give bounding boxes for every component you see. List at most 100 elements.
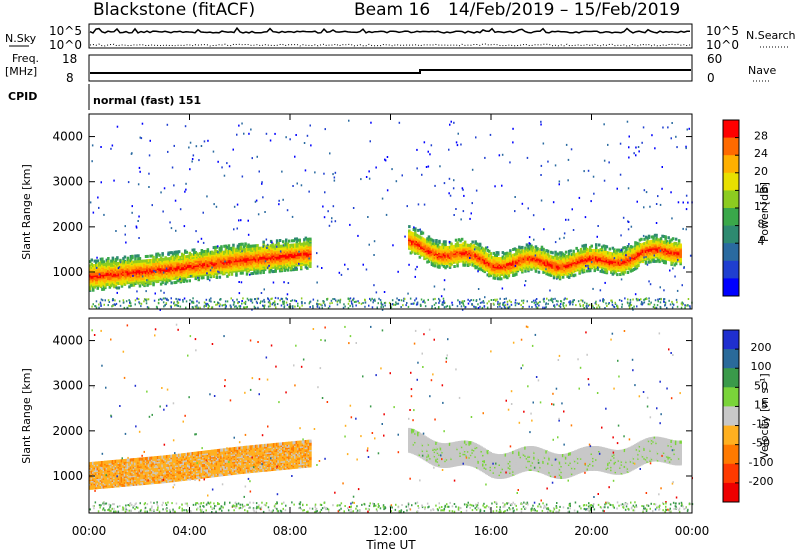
power-cell	[170, 282, 173, 285]
power-cell	[186, 280, 189, 283]
power-cell	[585, 244, 588, 247]
power-cell	[453, 265, 456, 268]
nave-tick-bottom: 0	[707, 71, 715, 85]
power-cell	[591, 245, 594, 248]
power-cell	[524, 270, 527, 273]
station-title: Blackstone (fitACF)	[93, 0, 255, 20]
power-cell	[240, 246, 243, 249]
power-cell	[637, 264, 640, 267]
power-cell	[627, 271, 630, 274]
power-cell	[583, 269, 586, 272]
power-cell	[152, 256, 155, 259]
power-cell	[139, 285, 142, 288]
freq-tick-bottom: 8	[66, 71, 74, 85]
power-cell	[161, 281, 164, 284]
power-cell	[107, 257, 110, 260]
power-cell	[536, 247, 539, 250]
cpid-label: CPID	[8, 90, 37, 103]
power-cell	[655, 234, 658, 237]
nave-label: Nave	[748, 64, 776, 77]
power-cell	[444, 240, 447, 243]
power-cell	[131, 255, 134, 258]
power-cell	[408, 225, 411, 228]
power-cell	[624, 271, 627, 274]
power-cell	[216, 276, 219, 279]
power-cell	[547, 250, 550, 253]
power-cell	[279, 239, 282, 242]
power-cell	[542, 248, 545, 251]
power-cell	[241, 243, 244, 246]
power-cell	[262, 241, 265, 244]
freq-panel	[89, 55, 692, 81]
power-cell	[287, 269, 290, 272]
power-cell	[565, 251, 568, 254]
power-cell	[232, 247, 235, 250]
power-cell	[158, 254, 161, 257]
power-cell	[515, 273, 518, 276]
power-cell	[648, 235, 651, 238]
power-cell	[509, 249, 512, 252]
power-cell	[246, 273, 249, 276]
power-cell	[152, 282, 155, 285]
power-cell	[112, 257, 115, 260]
date-title: 14/Feb/2019 – 15/Feb/2019	[448, 0, 680, 20]
power-cell	[116, 256, 119, 259]
freq-trace	[90, 70, 691, 73]
power-cell	[193, 248, 196, 251]
noise-tick-top-right: 10^5	[706, 24, 739, 38]
power-cell	[559, 276, 562, 279]
power-cell	[595, 243, 598, 246]
power-cell	[434, 264, 437, 267]
power-cell	[149, 282, 152, 285]
power-cell	[450, 243, 453, 246]
power-cell	[446, 265, 449, 268]
power-cell	[497, 251, 500, 254]
nsearch-label: N.Search	[746, 29, 796, 42]
power-cell	[256, 244, 259, 247]
power-cell	[435, 239, 438, 242]
power-cell	[91, 259, 94, 262]
power-cell	[97, 259, 100, 262]
power-cell	[471, 241, 474, 244]
power-cell	[178, 250, 181, 253]
power-cell	[202, 276, 205, 279]
power-cell	[161, 252, 164, 255]
power-cell	[213, 275, 216, 278]
power-cell	[569, 249, 572, 252]
power-cell	[309, 265, 312, 268]
power-cell	[232, 244, 235, 247]
power-cell	[456, 241, 459, 244]
power-cell	[494, 277, 497, 280]
power-cell	[219, 276, 222, 279]
freq-unit-label: [MHz]	[5, 65, 37, 78]
power-cell	[288, 240, 291, 243]
power-cell	[107, 260, 110, 263]
power-cell	[417, 229, 420, 232]
power-cell	[598, 244, 601, 247]
power-cell	[124, 256, 127, 259]
freq-tick-top: 18	[62, 52, 77, 66]
nave-tick-top: 60	[707, 52, 722, 66]
power-cell	[645, 260, 648, 263]
power-cell	[282, 240, 285, 243]
power-cell	[309, 238, 312, 241]
power-cell	[241, 272, 244, 275]
power-cell	[422, 232, 425, 235]
power-cell	[244, 242, 247, 245]
power-cell	[228, 273, 231, 276]
power-cell	[235, 272, 238, 275]
freq-label: Freq.	[12, 52, 39, 65]
power-cell	[432, 239, 435, 242]
power-cell	[438, 240, 441, 243]
nsky-label: N.Sky	[5, 32, 37, 45]
power-cell	[595, 246, 598, 249]
power-cell	[231, 273, 234, 276]
power-cell	[285, 239, 288, 242]
noise-panel	[89, 24, 692, 48]
cpid-text: normal (fast) 151	[93, 94, 201, 107]
power-cell	[538, 271, 541, 274]
power-cell	[186, 251, 189, 254]
power-cell	[455, 239, 458, 242]
noise-tick-bottom-left: 10^0	[49, 38, 82, 52]
